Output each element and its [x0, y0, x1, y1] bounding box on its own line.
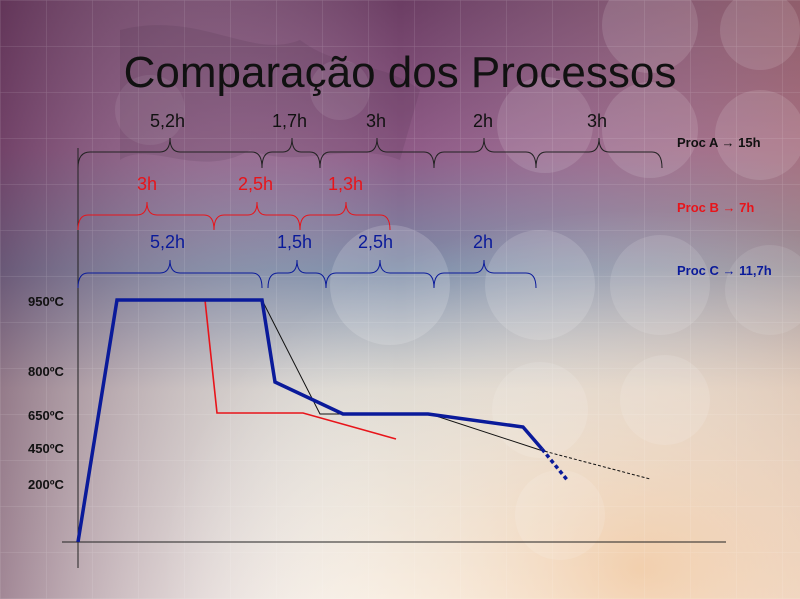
proc-a-total: Proc A → 15h: [677, 135, 761, 150]
proc-a-braces: [77, 137, 663, 169]
temp-650: 650ºC: [28, 408, 64, 423]
temp-450: 450ºC: [28, 441, 64, 456]
proc-c-duration-1: 5,2h: [150, 232, 186, 252]
proc-a-duration-5: 3h: [587, 111, 608, 131]
proc-c-total: Proc C → 11,7h: [677, 263, 772, 278]
proc-b-braces: [77, 201, 391, 231]
proc-c-braces: [77, 259, 537, 289]
proc-a-duration-1: 5,2h: [150, 111, 186, 131]
proc-b-duration-2: 2,5h: [238, 174, 274, 194]
proc-c-curve: [76, 298, 570, 543]
proc-b-duration-1: 3h: [137, 174, 158, 194]
proc-c-duration-2: 1,5h: [277, 232, 313, 252]
temp-200: 200ºC: [28, 477, 64, 492]
temp-950: 950ºC: [28, 294, 64, 309]
proc-a-duration-3: 3h: [366, 111, 387, 131]
slide-title: Comparação dos Processos: [123, 48, 677, 97]
proc-b-total: Proc B → 7h: [677, 200, 755, 215]
proc-a-curve: [261, 299, 651, 480]
proc-c-duration-4: 2h: [473, 232, 494, 252]
proc-b-curve: [204, 299, 397, 440]
temp-800: 800ºC: [28, 364, 64, 379]
proc-b-duration-3: 1,3h: [328, 174, 364, 194]
proc-c-duration-3: 2,5h: [358, 232, 394, 252]
proc-a-duration-2: 1,7h: [272, 111, 308, 131]
proc-a-duration-4: 2h: [473, 111, 494, 131]
